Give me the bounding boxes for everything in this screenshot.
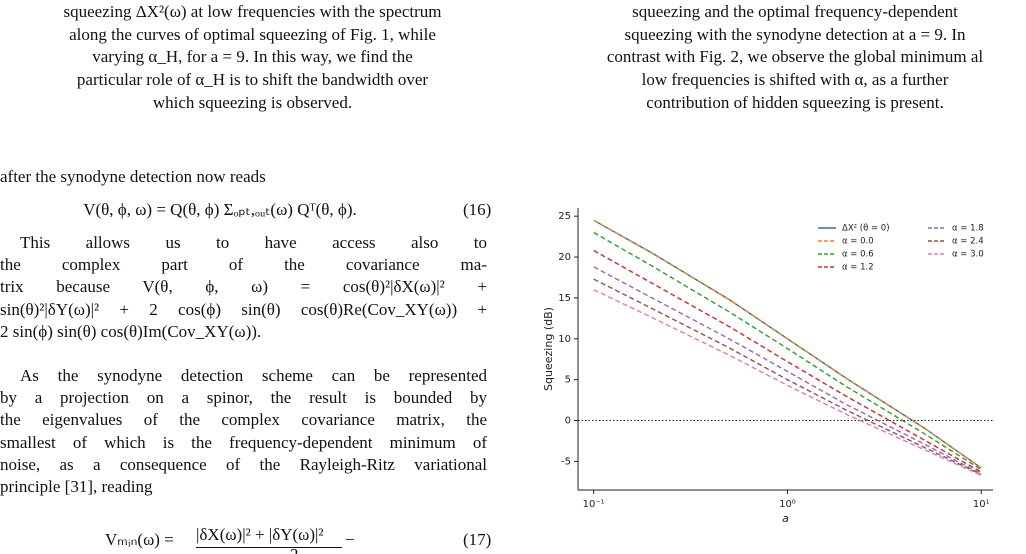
text-line: Vₘᵢₙ(ω) =: [105, 530, 174, 549]
text-line: the eigenvalues of the complex covarianc…: [0, 410, 487, 430]
text-line: (16): [463, 200, 492, 219]
text-line: principle [31], reading: [0, 477, 153, 496]
text-line: 2: [290, 544, 299, 554]
legend-label: α = 1.2: [842, 263, 874, 273]
series-line: [593, 266, 982, 475]
text-line: smallest of which is the frequency-depen…: [0, 432, 487, 452]
y-tick-label: 15: [558, 293, 571, 304]
y-tick-label: 5: [565, 375, 571, 386]
legend-label: α = 3.0: [952, 250, 984, 260]
text-line: along the curves of optimal squeezing of…: [69, 24, 436, 44]
text-line: sin(θ)²|δY(ω)|² + 2 cos(ϕ) sin(θ) cos(θ)…: [0, 299, 487, 319]
text-line: the complex part of the covariance ma-: [0, 255, 487, 275]
text-line: contrast with Fig. 2, we observe the glo…: [606, 47, 984, 67]
text-line: which squeezing is observed.: [152, 92, 353, 112]
y-tick-label: -5: [561, 456, 571, 467]
x-tick-label: 10⁰: [779, 499, 796, 510]
series-line: [593, 231, 982, 471]
text-line: (17): [463, 530, 492, 549]
legend-label: α = 1.8: [952, 224, 984, 234]
text-line: varying α_H, for a = 9. In this way, we …: [92, 47, 413, 67]
chart: -5 0 5 10 15 20 25 10⁻¹ 10⁰ 10¹ a Squeezing (dB) ΔX²…: [542, 208, 993, 525]
legend-label: α = 0.6: [842, 250, 874, 260]
series-line: [593, 249, 982, 473]
text-line: noise, as a consequence of the Rayleigh-…: [0, 454, 487, 474]
legend-label: α = 2.4: [952, 237, 984, 247]
text-line: squeezing with the synodyne detection at…: [624, 24, 966, 44]
series-line: [593, 278, 982, 476]
y-tick-label: 0: [565, 416, 571, 427]
text-line: This allows us to have access also to: [20, 233, 487, 252]
x-tick-label: 10¹: [973, 499, 990, 510]
text-line: trix because V(θ, ϕ, ω) = cos(θ)²|δX(ω)|…: [0, 277, 487, 297]
series-line: [593, 219, 982, 469]
text-line: after the synodyne detection now reads: [0, 167, 266, 186]
series-line: [593, 219, 982, 469]
x-tick-label: 10⁻¹: [583, 499, 605, 510]
y-tick-label: 20: [558, 252, 571, 263]
text-line: 2 sin(ϕ) sin(θ) cos(θ)Im(Cov_XY(ω)).: [0, 321, 262, 341]
text-line: contribution of hidden squeezing is pres…: [646, 92, 944, 112]
text-line: by a projection on a spinor, the result …: [0, 388, 487, 408]
text-line: V(θ, ϕ, ω) = Q(θ, ϕ) Σₒₚₜ,ₒᵤₜ(ω) Qᵀ(θ, ϕ…: [83, 200, 357, 219]
text-line: particular role of α_H is to shift the b…: [76, 70, 429, 90]
legend-label: ΔX² (θ = 0): [842, 224, 890, 234]
text-line: squeezing and the optimal frequency-depe…: [632, 2, 958, 21]
text-line: −: [345, 530, 355, 549]
legend-label: α = 0.0: [842, 237, 874, 247]
y-tick-label: 10: [558, 334, 571, 345]
fraction-bar: [196, 547, 342, 548]
text-line: squeezing ΔX²(ω) at low frequencies with…: [63, 2, 442, 21]
y-tick-label: 25: [558, 211, 571, 222]
text-line: As the synodyne detection scheme can be …: [20, 366, 487, 385]
series-line: [593, 289, 982, 476]
x-axis-label: a: [782, 512, 789, 525]
text-line: |δX(ω)|² + |δY(ω)|²: [196, 525, 324, 544]
y-axis-label: Squeezing (dB): [542, 307, 555, 391]
text-line: low frequencies is shifted with α, as a …: [641, 70, 949, 90]
